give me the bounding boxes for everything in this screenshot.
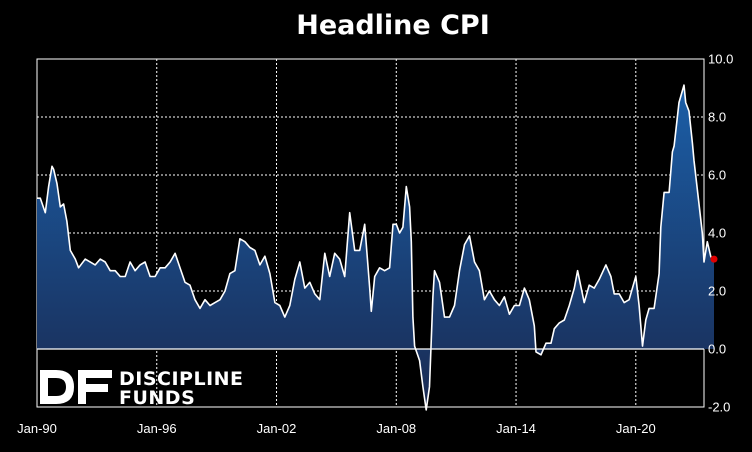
brand-line-1: DISCIPLINE	[119, 368, 244, 390]
y-tick-label: 10.0	[708, 52, 733, 67]
logo-f-glyph	[78, 370, 112, 404]
x-tick-label: Jan-14	[496, 421, 536, 436]
y-tick-label: 8.0	[708, 110, 726, 125]
x-tick-label: Jan-96	[137, 421, 177, 436]
cpi-area-fill	[37, 85, 714, 410]
x-tick-label: Jan-02	[257, 421, 297, 436]
y-axis-ticks: -2.0 0.0 2.0 4.0 6.0 8.0 10.0	[708, 52, 733, 415]
x-axis-ticks: Jan-90 Jan-96 Jan-02 Jan-08 Jan-14 Jan-20	[17, 421, 656, 436]
chart-title: Headline CPI	[296, 10, 490, 41]
y-tick-label: 2.0	[708, 284, 726, 299]
x-tick-label: Jan-90	[17, 421, 57, 436]
cpi-series-line	[37, 84, 714, 411]
y-tick-label: -2.0	[708, 400, 730, 415]
brand-line-2: FUNDS	[119, 387, 195, 409]
x-tick-label: Jan-20	[616, 421, 656, 436]
y-tick-label: 0.0	[708, 342, 726, 357]
y-tick-label: 4.0	[708, 226, 726, 241]
latest-value-marker	[710, 255, 718, 263]
x-tick-label: Jan-08	[376, 421, 416, 436]
logo-d-glyph	[40, 370, 74, 404]
y-tick-label: 6.0	[708, 168, 726, 183]
discipline-funds-logo: DISCIPLINE FUNDS	[40, 368, 244, 409]
